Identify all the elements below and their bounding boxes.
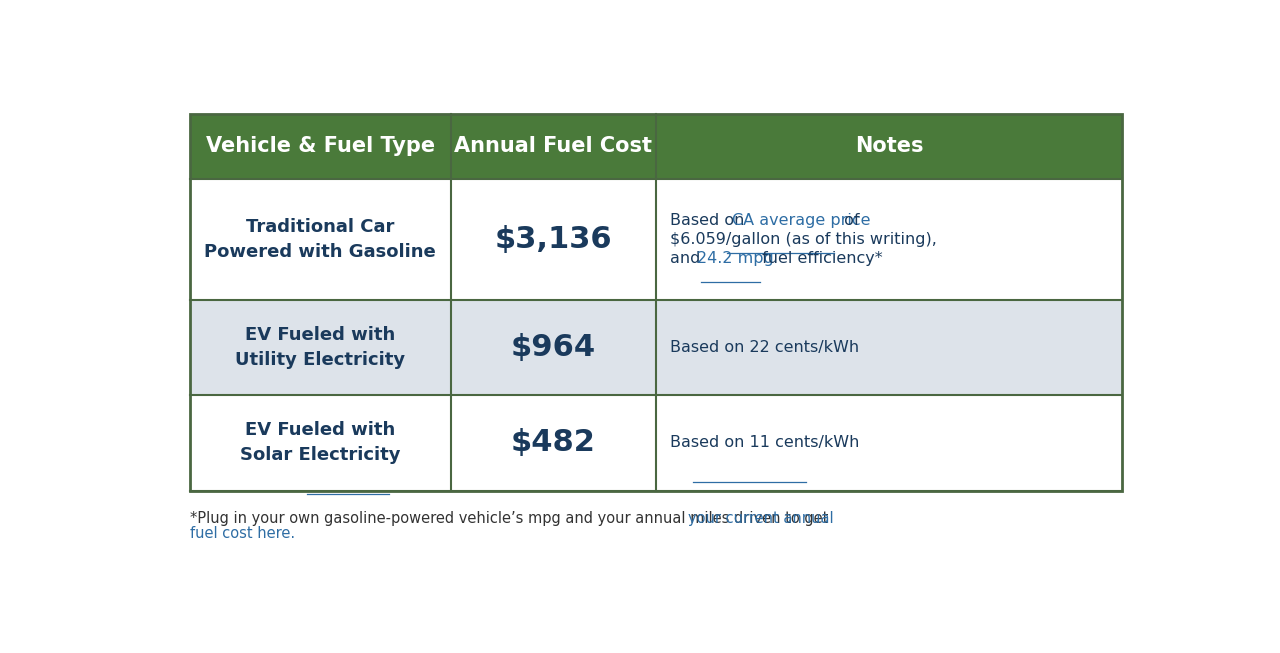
Text: EV Fueled with
Utility Electricity: EV Fueled with Utility Electricity (236, 326, 406, 369)
FancyBboxPatch shape (657, 179, 1123, 300)
Text: CA average price: CA average price (732, 213, 870, 228)
Text: $6.059/gallon (as of this writing),: $6.059/gallon (as of this writing), (669, 232, 937, 247)
FancyBboxPatch shape (451, 300, 657, 395)
FancyBboxPatch shape (189, 395, 451, 490)
Text: $3,136: $3,136 (494, 225, 612, 254)
Text: *Plug in your own gasoline-powered vehicle’s mpg and your annual miles driven to: *Plug in your own gasoline-powered vehic… (189, 511, 833, 526)
FancyBboxPatch shape (189, 114, 451, 179)
FancyBboxPatch shape (657, 395, 1123, 490)
FancyBboxPatch shape (451, 114, 657, 179)
Text: EV Fueled with
Solar Electricity: EV Fueled with Solar Electricity (241, 421, 401, 464)
Text: $964: $964 (511, 333, 596, 362)
Text: Based on 22 cents/kWh: Based on 22 cents/kWh (669, 340, 859, 355)
Text: $482: $482 (511, 428, 596, 457)
FancyBboxPatch shape (189, 300, 451, 395)
Text: of: of (838, 213, 859, 228)
Text: Notes: Notes (855, 136, 923, 156)
FancyBboxPatch shape (451, 179, 657, 300)
Text: Based on 11 cents/kWh: Based on 11 cents/kWh (669, 436, 859, 451)
Text: your current annual: your current annual (689, 511, 833, 526)
Text: and: and (669, 251, 705, 266)
Text: Traditional Car
Powered with Gasoline: Traditional Car Powered with Gasoline (205, 217, 436, 261)
FancyBboxPatch shape (451, 395, 657, 490)
FancyBboxPatch shape (657, 114, 1123, 179)
Text: fuel cost here.: fuel cost here. (189, 526, 294, 541)
FancyBboxPatch shape (657, 300, 1123, 395)
FancyBboxPatch shape (189, 179, 451, 300)
Text: Based on: Based on (669, 213, 750, 228)
Text: fuel efficiency*: fuel efficiency* (756, 251, 883, 266)
Text: Annual Fuel Cost: Annual Fuel Cost (454, 136, 653, 156)
Text: 24.2 mpg: 24.2 mpg (698, 251, 774, 266)
Text: Vehicle & Fuel Type: Vehicle & Fuel Type (206, 136, 435, 156)
